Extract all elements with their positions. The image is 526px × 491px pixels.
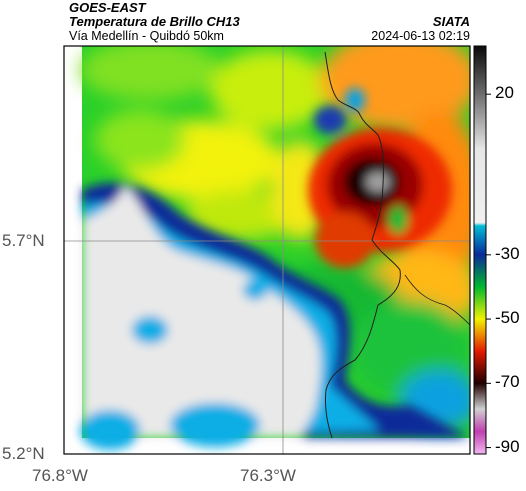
colorbar-tick-label: 20 — [495, 83, 514, 103]
map-gridlines — [64, 46, 470, 454]
lon-label-76-3: 76.3°W — [240, 466, 296, 485]
product-title: Temperatura de Brillo CH13 — [69, 14, 240, 29]
region-subtitle: Vía Medellín - Quibdó 50km — [69, 29, 224, 43]
boundary-line-east — [404, 274, 471, 326]
satellite-title: GOES-EAST — [69, 0, 146, 15]
colorbar-scale — [473, 45, 487, 455]
colorbar-tick-label: -70 — [495, 372, 520, 392]
colorbar-tick-label: -30 — [495, 243, 520, 263]
lat-label-5-7: 5.7°N — [2, 231, 45, 250]
colorbar — [473, 45, 491, 455]
lon-label-76-8: 76.8°W — [32, 466, 88, 485]
colorbar-tick-label: -50 — [495, 308, 520, 328]
lat-label-5-2: 5.2°N — [2, 444, 45, 463]
organization-label: SIATA — [432, 14, 470, 29]
colorbar-tick-label: -90 — [495, 436, 520, 456]
imagery-warm-region — [80, 182, 470, 450]
map-border — [63, 45, 471, 455]
boundary-line — [324, 51, 401, 439]
imagery-cold-core — [308, 88, 452, 268]
timestamp-label: 2024-06-13 02:19 — [371, 29, 470, 43]
